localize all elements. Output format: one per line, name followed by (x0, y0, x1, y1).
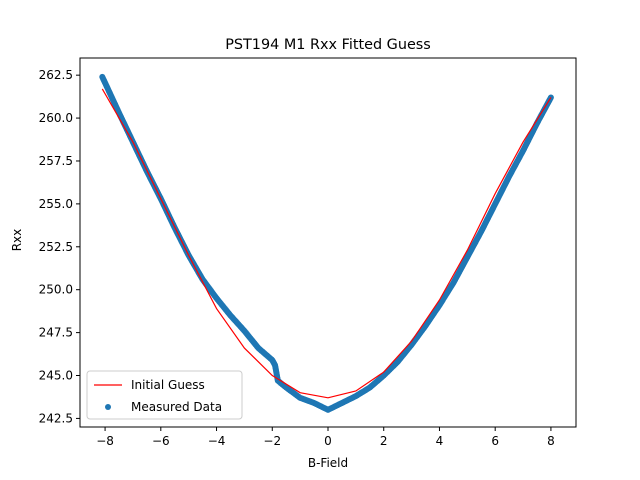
chart-title: PST194 M1 Rxx Fitted Guess (225, 37, 431, 53)
series-initial-guess-line (101, 88, 552, 399)
x-tick-label: −8 (96, 434, 114, 448)
x-tick-label: 2 (380, 434, 388, 448)
y-tick-label: 260.0 (39, 111, 73, 125)
plot-area (99, 73, 554, 413)
y-tick-label: 250.0 (39, 283, 73, 297)
legend-swatch-measured-data (105, 404, 111, 410)
x-tick-label: −4 (208, 434, 226, 448)
y-tick-label: 242.5 (39, 411, 73, 425)
x-axis: −8 −6 −4 −2 0 2 4 6 8 (96, 427, 555, 448)
plot-frame (79, 57, 577, 428)
y-axis-label: Rxx (10, 229, 24, 252)
y-tick-label: 247.5 (39, 326, 73, 340)
y-tick-label: 252.5 (39, 240, 73, 254)
y-axis: 242.5 245.0 247.5 250.0 252.5 255.0 257.5 260.0… (39, 68, 80, 425)
y-tick-label: 245.0 (39, 369, 73, 383)
x-tick-label: 4 (436, 434, 444, 448)
y-tick-label: 257.5 (39, 154, 73, 168)
x-tick-label: −2 (263, 434, 281, 448)
x-tick-label: 8 (547, 434, 555, 448)
legend-label-measured-data: Measured Data (131, 400, 222, 414)
legend: Initial Guess Measured Data (86, 370, 243, 420)
x-axis-label: B-Field (308, 456, 348, 470)
legend-label-initial-guess: Initial Guess (131, 378, 205, 392)
y-tick-label: 255.0 (39, 197, 73, 211)
legend-box (86, 370, 243, 420)
y-tick-label: 262.5 (39, 68, 73, 82)
x-tick-label: 6 (491, 434, 499, 448)
x-tick-label: 0 (324, 434, 332, 448)
x-tick-label: −6 (152, 434, 170, 448)
